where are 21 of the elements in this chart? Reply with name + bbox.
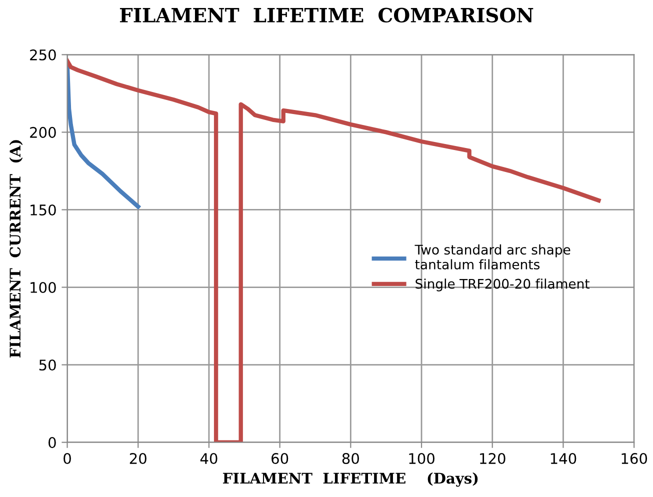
- y-tick-label: 250: [30, 49, 56, 60]
- y-tick-label: 200: [30, 126, 56, 138]
- y-tick-label: 100: [30, 282, 56, 294]
- chart-title: FILAMENT LIFETIME COMPARISON: [120, 8, 534, 23]
- x-tick-label: 160: [622, 453, 648, 464]
- x-tick-label: 120: [480, 453, 506, 464]
- x-tick-label: 60: [272, 453, 288, 464]
- y-tick-label: 0: [48, 437, 56, 448]
- x-tick-label: 0: [64, 453, 71, 464]
- legend-label: Single TRF200-20 filament: [416, 278, 590, 292]
- legend-label: Two standard arc shape tantalum filaments: [414, 244, 570, 270]
- x-tick-label: 140: [550, 453, 576, 464]
- line-series: [67, 58, 601, 442]
- y-axis-title: FILAMENT CURRENT (A): [9, 140, 23, 358]
- x-tick-label: 20: [130, 453, 146, 464]
- x-axis-title: FILAMENT LIFETIME (Days): [222, 472, 478, 487]
- y-tick-label: 50: [39, 360, 56, 371]
- x-tick-label: 80: [342, 453, 359, 464]
- y-tick-label: 150: [30, 204, 56, 216]
- x-tick-label: 40: [200, 453, 218, 464]
- x-tick-label: 100: [409, 453, 434, 464]
